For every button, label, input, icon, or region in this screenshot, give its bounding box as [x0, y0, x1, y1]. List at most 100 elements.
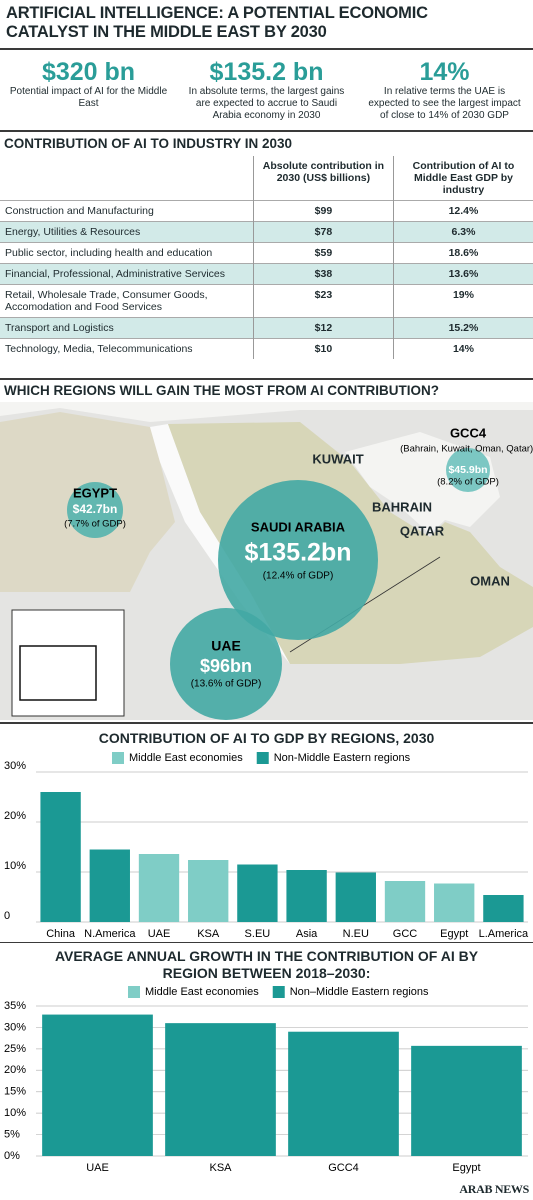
- stat-value: 14%: [419, 58, 470, 86]
- table-cell: $78: [252, 221, 394, 243]
- table-cell: Retail, Wholesale Trade, Consumer Goods,…: [5, 289, 208, 313]
- table-cell: Financial, Professional, Administrative …: [5, 268, 226, 280]
- bar: [483, 895, 524, 922]
- table-row: Transport and Logistics $12 15.2%: [0, 317, 533, 339]
- stat: 14% In relative terms the UAE is expected…: [356, 58, 533, 122]
- y-tick-label: 30%: [4, 1021, 26, 1033]
- table-cell: 14%: [392, 338, 533, 359]
- x-tick-label: L.America: [479, 928, 529, 940]
- legend-swatch: [112, 752, 124, 764]
- legend-swatch: [272, 986, 285, 998]
- table-cell: $12: [252, 317, 394, 339]
- y-tick-label: 20%: [4, 1064, 26, 1076]
- bubble-name: EGYPT: [73, 485, 117, 500]
- chart-title: CONTRIBUTION OF AI TO GDP BY REGIONS, 20…: [98, 730, 435, 746]
- y-tick-label: 0: [4, 910, 10, 922]
- table-cell: $99: [252, 200, 394, 222]
- bar: [286, 870, 327, 922]
- bar: [288, 1031, 399, 1156]
- sea: [0, 402, 533, 422]
- table-row: Public sector, including health and educ…: [0, 242, 533, 264]
- legend-label: Middle East economies: [145, 986, 259, 998]
- divider: [0, 130, 533, 132]
- bar: [89, 849, 130, 922]
- map-label: BAHRAIN: [372, 499, 432, 514]
- x-tick-label: KSA: [209, 1162, 232, 1174]
- header-cell: Contribution of AI to Middle East GDP by…: [392, 156, 533, 201]
- bubble: [67, 482, 123, 538]
- bubble: [446, 448, 490, 492]
- title-line: ARTIFICIAL INTELLIGENCE: A POTENTIAL ECO…: [6, 4, 428, 22]
- x-tick-label: UAE: [86, 1162, 109, 1174]
- table-row: Retail, Wholesale Trade, Consumer Goods,…: [0, 284, 533, 318]
- title-line: CATALYST IN THE MIDDLE EAST BY 2030: [6, 23, 327, 41]
- table-cell: 13.6%: [392, 263, 533, 285]
- bar: [434, 883, 475, 922]
- table-header: Absolute contribution in 2030 (US$ billi…: [0, 156, 533, 201]
- legend-swatch: [128, 986, 140, 998]
- stat-value: $320 bn: [41, 58, 136, 86]
- bubble: [170, 608, 282, 720]
- legend-label: Non-Middle Eastern regions: [274, 752, 411, 764]
- bubble-value: $45.9bn: [448, 464, 487, 476]
- y-tick-label: 20%: [4, 810, 26, 822]
- table-cell: 12.4%: [392, 200, 533, 222]
- bubble-name: UAE: [211, 638, 241, 654]
- divider: [0, 722, 533, 724]
- header-cell: [0, 156, 253, 201]
- stat: $320 bn Potential impact of AI for the Mi…: [0, 58, 177, 110]
- map-title: WHICH REGIONS WILL GAIN THE MOST FROM AI…: [4, 383, 439, 398]
- chart-title: AVERAGE ANNUAL GROWTH IN THE CONTRIBUTIO…: [54, 948, 479, 981]
- stat-text: In relative terms the UAE is expected to…: [368, 86, 521, 121]
- stat-value: $135.2 bn: [209, 58, 324, 86]
- x-tick-label: GCC: [393, 928, 418, 940]
- x-tick-label: N.EU: [343, 928, 369, 940]
- bubble-members: (Bahrain, Kuwait, Oman, Qatar):: [400, 444, 533, 455]
- divider: [0, 942, 533, 943]
- table-cell: Public sector, including health and educ…: [5, 247, 213, 259]
- source: ARAB NEWS: [459, 1182, 529, 1196]
- bar: [188, 860, 229, 922]
- table-row: Construction and Manufacturing $99 12.4%: [0, 200, 533, 222]
- bar: [411, 1045, 522, 1156]
- y-tick-label: 15%: [4, 1086, 26, 1098]
- divider: [0, 48, 533, 50]
- x-tick-label: KSA: [197, 928, 220, 940]
- x-tick-label: S.EU: [245, 928, 271, 940]
- table-cell: Technology, Media, Telecommunications: [5, 343, 193, 355]
- y-tick-label: 30%: [4, 760, 26, 772]
- red-sea: [150, 424, 300, 664]
- x-tick-label: GCC4: [328, 1162, 359, 1174]
- bubble-note: (8.2% of GDP): [437, 477, 499, 488]
- table-cell: 19%: [392, 284, 533, 318]
- x-tick-label: UAE: [148, 928, 171, 940]
- y-tick-label: 35%: [4, 1000, 26, 1012]
- table-cell: $38: [252, 263, 394, 285]
- table-cell: Transport and Logistics: [5, 322, 114, 334]
- bar: [138, 854, 180, 922]
- bubble-value: $96bn: [200, 656, 252, 676]
- chart: Middle East economies Non-Middle Eastern …: [4, 752, 529, 940]
- chart: Middle East economies Non–Middle Eastern …: [4, 986, 528, 1174]
- bubble-name: GCC4: [450, 425, 487, 440]
- inset-frame: [19, 645, 97, 701]
- x-tick-label: Egypt: [440, 928, 468, 940]
- stat-text: Potential impact of AI for the Middle Ea…: [9, 86, 168, 109]
- legend-swatch: [256, 752, 269, 764]
- table-wrap: Absolute contribution in 2030 (US$ billi…: [0, 156, 533, 359]
- bubble-note: (12.4% of GDP): [263, 571, 334, 582]
- legend-label: Non–Middle Eastern regions: [290, 986, 429, 998]
- bubble-value: $135.2bn: [244, 539, 351, 567]
- map-label: OMAN: [470, 573, 510, 588]
- stat-text: In absolute terms, the largest gains are…: [188, 86, 345, 121]
- bar: [42, 1014, 153, 1156]
- bubble-note: (7.7% of GDP): [64, 519, 126, 530]
- bar: [40, 792, 81, 922]
- table-cell: 18.6%: [392, 242, 533, 264]
- bar: [237, 864, 278, 922]
- table-cell: 6.3%: [392, 221, 533, 243]
- table-row: Energy, Utilities & Resources $78 6.3%: [0, 221, 533, 243]
- map: KUWAIT BAHRAIN QATAR OMAN EGYPT $42.7bn …: [0, 402, 533, 720]
- x-tick-label: China: [46, 928, 76, 940]
